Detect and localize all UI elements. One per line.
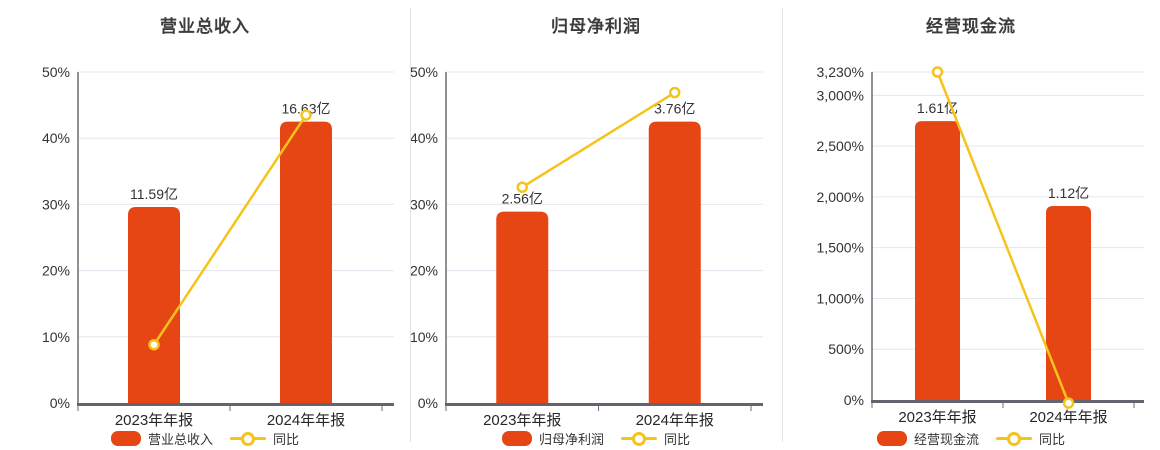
bar-series-label: 营业总收入: [147, 432, 213, 447]
yoy-line-label: 同比: [1039, 432, 1066, 447]
bar-series-swatch: [876, 431, 907, 446]
yoy-line-label: 同比: [273, 432, 300, 447]
x-axis-category-label: 2023年年报: [115, 412, 193, 429]
x-axis-category-label: 2024年年报: [1029, 409, 1107, 426]
x-axis-category-label: 2023年年报: [898, 409, 976, 426]
panel-divider: [782, 8, 783, 442]
bar-value-label: 16.63亿: [281, 101, 330, 117]
y-axis-tick-label: 10%: [410, 329, 438, 345]
y-axis-tick-label: 30%: [410, 196, 438, 212]
bar-value-label: 3.76亿: [654, 101, 695, 117]
yoy-line-label: 同比: [664, 432, 691, 447]
revenue-chart-plot: 0% 10% 20% 30% 40% 50% 11.59亿 16.63亿 2023年年报 2024…: [42, 64, 394, 429]
y-axis-tick-label: 50%: [410, 64, 438, 80]
yoy-line-icon: [230, 431, 266, 446]
yoy-data-point-marker[interactable]: [516, 181, 528, 193]
panel-operating-cash-flow: 0% 500% 1,000% 1,500% 2,000% 2,500% 3,000% 3,23…: [782, 0, 1160, 450]
y-axis-tick-label: 0%: [418, 395, 438, 411]
bar-series-label: 经营现金流: [913, 432, 979, 447]
y-axis-tick-label: 0%: [50, 395, 70, 411]
y-axis-tick-label: 500%: [828, 341, 864, 357]
legend-item-bar-series[interactable]: 归母净利润: [501, 429, 604, 448]
panel-divider: [410, 8, 411, 442]
chart-title: 归母净利润: [551, 17, 641, 36]
y-axis-tick-label: 3,230%: [817, 64, 864, 80]
bar-2024年年报[interactable]: [648, 121, 701, 404]
panel-net-profit: 0% 10% 20% 30% 40% 50% 2.56亿 3.76亿 2023年年报 2024年年…: [410, 0, 782, 450]
yoy-line-series[interactable]: [152, 114, 308, 346]
y-axis-tick-label: 2,000%: [817, 189, 864, 205]
y-axis-tick-label: 0%: [844, 392, 864, 408]
yoy-line-series[interactable]: [936, 71, 1070, 404]
y-axis-tick-label: 2,500%: [817, 138, 864, 154]
bar-2023年年报[interactable]: [128, 207, 180, 403]
y-axis-tick-label: 30%: [42, 196, 70, 212]
yoy-data-point-marker[interactable]: [931, 66, 944, 78]
y-axis-tick-label: 50%: [42, 64, 70, 80]
legend-item-yoy-line[interactable]: 同比: [230, 429, 299, 448]
y-axis-tick-label: 3,000%: [817, 87, 864, 103]
bar-2024年年报[interactable]: [280, 121, 332, 404]
y-axis-tick-label: 1,500%: [817, 240, 864, 256]
yoy-line-series[interactable]: [521, 91, 676, 189]
yoy-data-point-marker[interactable]: [669, 86, 681, 99]
bar-value-label: 1.61亿: [917, 100, 958, 116]
y-axis-tick-label: 20%: [42, 263, 70, 279]
y-axis-tick-label: 40%: [410, 130, 438, 146]
x-axis-category-label: 2024年年报: [636, 412, 714, 429]
bar-2023年年报[interactable]: [496, 211, 549, 403]
bar-2024年年报[interactable]: [1046, 206, 1091, 400]
legend-item-yoy-line[interactable]: 同比: [996, 429, 1065, 448]
yoy-line-icon: [621, 431, 657, 446]
bar-value-label: 1.12亿: [1048, 185, 1089, 201]
yoy-data-point-marker[interactable]: [148, 338, 160, 351]
bar-2023年年报[interactable]: [915, 121, 960, 400]
y-axis-tick-label: 20%: [410, 263, 438, 279]
bar-series-swatch: [110, 431, 141, 446]
yoy-line-icon: [996, 431, 1032, 446]
x-axis-category-label: 2023年年报: [483, 412, 561, 429]
yoy-data-point-marker[interactable]: [300, 109, 312, 121]
net-profit-chart-plot: 0% 10% 20% 30% 40% 50% 2.56亿 3.76亿 2023年年报 2024年年…: [410, 64, 763, 429]
y-axis-tick-label: 40%: [42, 130, 70, 146]
legend-item-bar-series[interactable]: 经营现金流: [876, 429, 979, 448]
yoy-data-point-marker[interactable]: [1062, 397, 1075, 409]
legend-item-bar-series[interactable]: 营业总收入: [110, 429, 213, 448]
bar-value-label: 2.56亿: [502, 191, 543, 207]
y-axis-tick-label: 1,000%: [817, 290, 864, 306]
legend-item-yoy-line[interactable]: 同比: [621, 429, 690, 448]
bar-series-swatch: [501, 431, 532, 446]
chart-title: 经营现金流: [926, 17, 1016, 36]
panel-total-revenue: 0% 10% 20% 30% 40% 50% 11.59亿 16.63亿 2023年年报 2024…: [0, 0, 410, 450]
chart-title: 营业总收入: [160, 17, 250, 36]
bar-series-label: 归母净利润: [538, 432, 604, 447]
y-axis-tick-label: 10%: [42, 329, 70, 345]
chart-legend: 营业总收入 同比: [0, 430, 410, 447]
cash-flow-chart-plot: 0% 500% 1,000% 1,500% 2,000% 2,500% 3,000% 3,23…: [817, 64, 1144, 426]
x-axis-category-label: 2024年年报: [267, 412, 345, 429]
chart-legend: 归母净利润 同比: [410, 430, 782, 447]
bar-value-label: 11.59亿: [130, 186, 178, 202]
chart-legend: 经营现金流 同比: [782, 430, 1160, 447]
